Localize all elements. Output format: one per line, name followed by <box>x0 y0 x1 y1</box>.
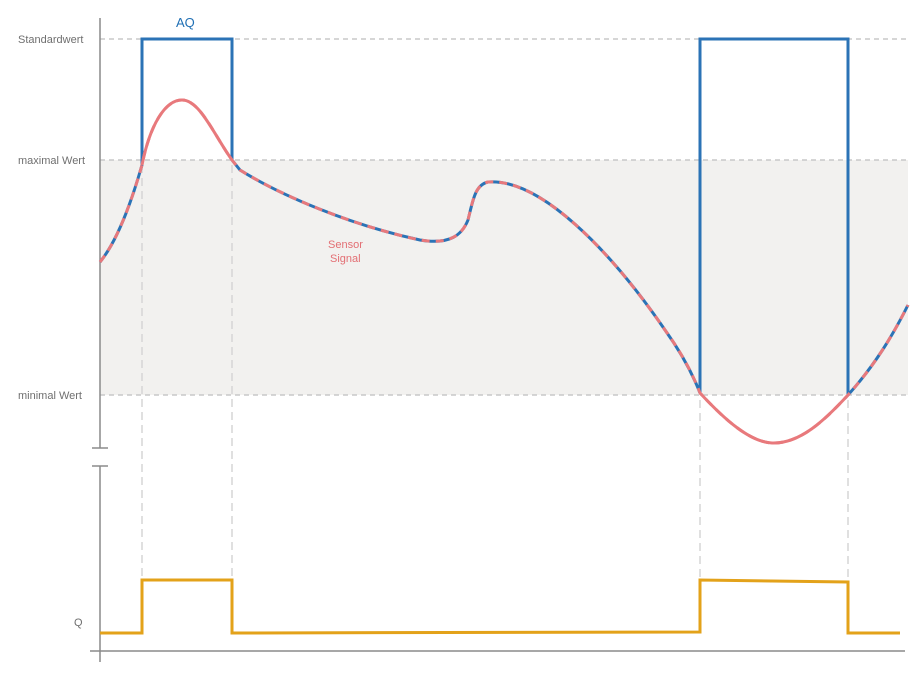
sensor-label-line2: Signal <box>330 253 361 265</box>
aq-label: AQ <box>176 15 195 30</box>
sensor-label-line1: Sensor <box>328 239 363 251</box>
q-output-line <box>100 578 900 635</box>
maximal-wert-label: maximal Wert <box>18 155 85 167</box>
normal-range-band <box>100 160 908 395</box>
minimal-wert-label: minimal Wert <box>18 390 82 402</box>
sensor-signal-peak <box>140 98 234 166</box>
sensor-signal-valley <box>698 391 850 445</box>
standardwert-label: Standardwert <box>18 34 83 46</box>
q-label: Q <box>74 617 83 629</box>
